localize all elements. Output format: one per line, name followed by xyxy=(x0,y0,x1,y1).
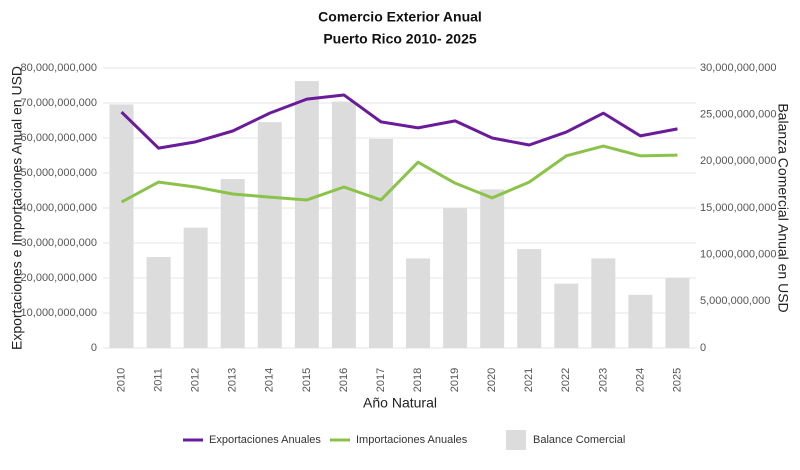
y2-axis-title: Balanza Comercial Anual en USD xyxy=(775,103,791,312)
x-tick-label: 2014 xyxy=(264,368,276,392)
x-tick-label: 2013 xyxy=(227,368,239,392)
y2-tick-label: 10,000,000,000 xyxy=(700,249,776,261)
legend-label: Exportaciones Anuales xyxy=(209,434,321,446)
x-axis-title: Año Natural xyxy=(363,395,437,411)
y2-tick-label: 5,000,000,000 xyxy=(700,295,770,307)
legend-label: Importaciones Anuales xyxy=(356,434,468,446)
x-tick-label: 2022 xyxy=(560,368,572,392)
y2-tick-label: 25,000,000,000 xyxy=(700,109,776,121)
y-tick-label: 50,000,000,000 xyxy=(21,167,97,179)
legend-label: Balance Comercial xyxy=(533,434,625,446)
bar xyxy=(406,258,431,348)
y2-tick-label: 0 xyxy=(700,342,706,354)
x-tick-label: 2015 xyxy=(301,368,313,392)
y-tick-label: 80,000,000,000 xyxy=(21,62,97,74)
bar xyxy=(109,104,134,349)
bar xyxy=(517,249,542,348)
x-tick-label: 2012 xyxy=(190,368,202,392)
x-tick-label: 2011 xyxy=(153,368,165,392)
x-tick-label: 2010 xyxy=(115,368,127,392)
bar xyxy=(331,101,356,348)
y-tick-label: 20,000,000,000 xyxy=(21,272,97,284)
bar xyxy=(294,81,319,349)
x-tick-label: 2024 xyxy=(634,368,646,392)
bar xyxy=(368,138,393,348)
bar xyxy=(183,227,208,348)
x-tick-label: 2016 xyxy=(338,368,350,392)
chart-subtitle: Puerto Rico 2010- 2025 xyxy=(323,31,477,47)
y-tick-label: 0 xyxy=(91,342,97,354)
bar xyxy=(146,257,171,348)
y-tick-label: 40,000,000,000 xyxy=(21,202,97,214)
bar xyxy=(257,122,282,348)
y-axis-title: Exportaciones e Importaciones Anual en U… xyxy=(9,66,25,350)
y2-tick-label: 30,000,000,000 xyxy=(700,62,776,74)
bar xyxy=(628,294,653,348)
y-tick-label: 70,000,000,000 xyxy=(21,97,97,109)
x-tick-label: 2019 xyxy=(449,368,461,392)
x-tick-label: 2020 xyxy=(486,368,498,392)
y-tick-label: 10,000,000,000 xyxy=(21,307,97,319)
chart-title: Comercio Exterior Anual xyxy=(318,9,482,25)
bar xyxy=(443,208,468,348)
y2-tick-label: 20,000,000,000 xyxy=(700,155,776,167)
bar xyxy=(220,179,245,348)
x-tick-label: 2021 xyxy=(523,368,535,392)
x-tick-label: 2018 xyxy=(412,368,424,392)
bar xyxy=(665,278,690,348)
x-tick-label: 2025 xyxy=(671,368,683,392)
bar xyxy=(591,258,616,348)
y2-tick-label: 15,000,000,000 xyxy=(700,202,776,214)
bar xyxy=(554,283,579,348)
y-tick-label: 60,000,000,000 xyxy=(21,132,97,144)
legend-swatch xyxy=(506,430,526,450)
x-tick-label: 2023 xyxy=(597,368,609,392)
y-tick-label: 30,000,000,000 xyxy=(21,237,97,249)
x-tick-label: 2017 xyxy=(375,368,387,392)
line xyxy=(120,93,678,150)
line xyxy=(120,144,678,204)
bar xyxy=(480,189,505,348)
